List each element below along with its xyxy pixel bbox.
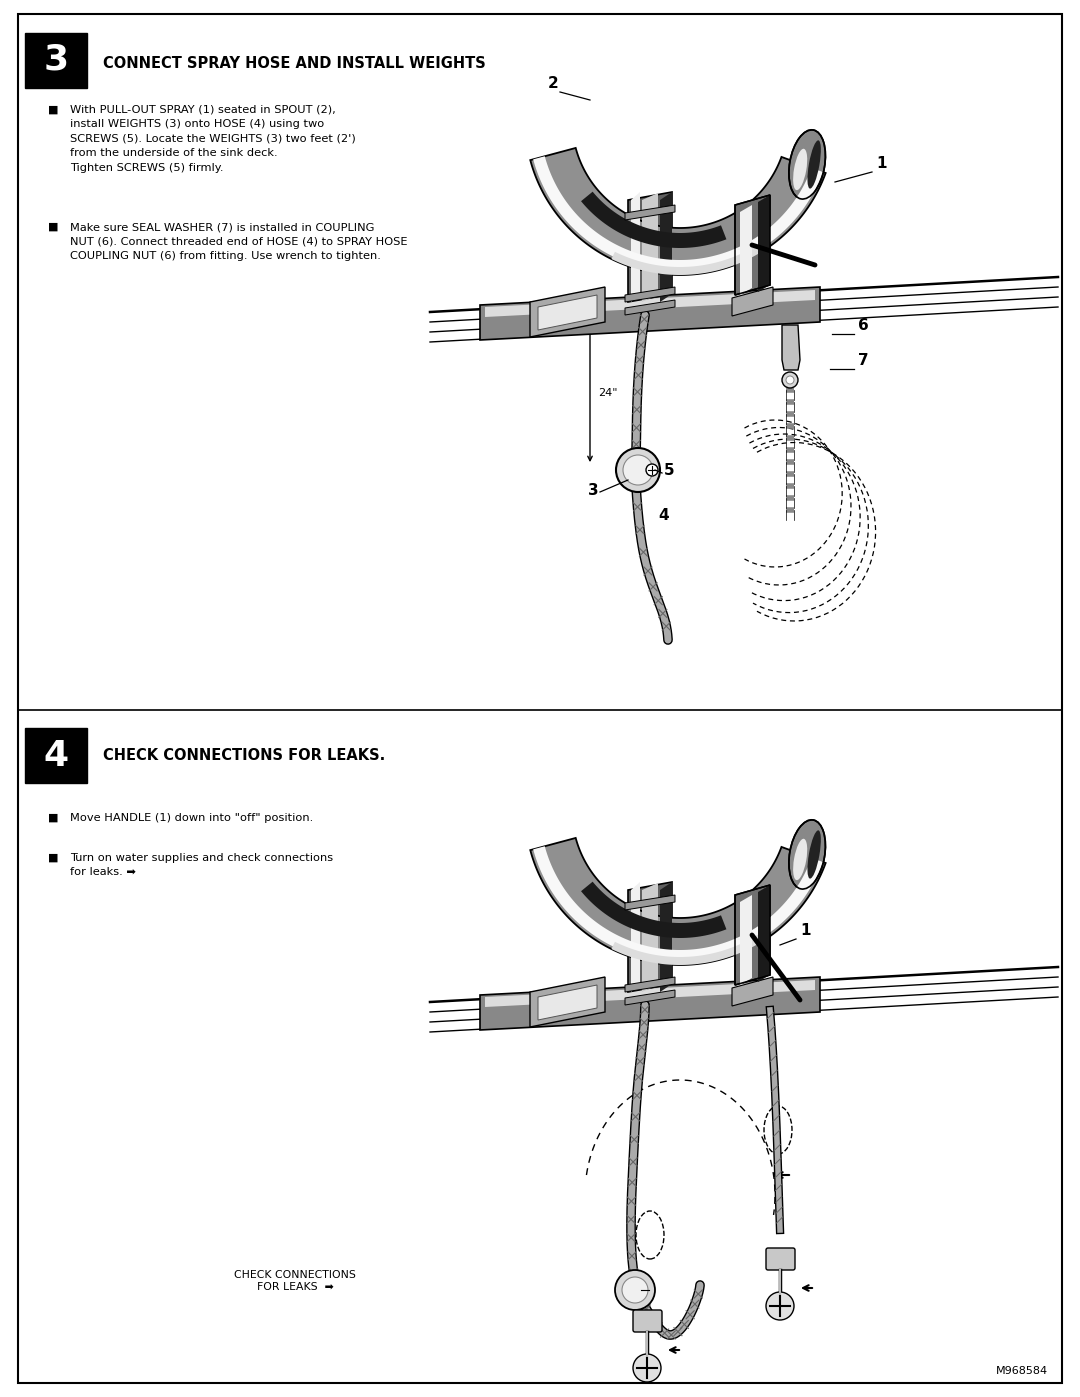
Polygon shape (530, 977, 605, 1027)
Polygon shape (631, 191, 640, 302)
Text: ■: ■ (48, 105, 58, 115)
Polygon shape (732, 286, 773, 316)
Polygon shape (660, 882, 672, 992)
Polygon shape (758, 886, 770, 982)
Polygon shape (625, 895, 675, 909)
Circle shape (622, 1277, 648, 1303)
Text: 5: 5 (664, 462, 675, 478)
Polygon shape (625, 286, 675, 302)
Text: 6: 6 (858, 319, 868, 332)
Polygon shape (538, 295, 597, 330)
Polygon shape (627, 882, 672, 992)
Polygon shape (732, 977, 773, 1006)
FancyBboxPatch shape (766, 1248, 795, 1270)
Text: 3: 3 (588, 483, 598, 497)
Polygon shape (581, 191, 727, 249)
Polygon shape (530, 286, 605, 337)
Polygon shape (660, 191, 672, 302)
Polygon shape (625, 205, 675, 219)
Circle shape (623, 455, 653, 485)
Polygon shape (480, 977, 820, 1030)
Polygon shape (530, 148, 825, 275)
Polygon shape (480, 286, 820, 339)
Text: 2: 2 (548, 75, 558, 91)
Text: CHECK CONNECTIONS
FOR LEAKS  ➡: CHECK CONNECTIONS FOR LEAKS ➡ (234, 1270, 356, 1292)
Polygon shape (740, 895, 752, 985)
Polygon shape (485, 981, 815, 1007)
Ellipse shape (788, 130, 825, 198)
Ellipse shape (793, 148, 807, 190)
Circle shape (646, 464, 658, 476)
Polygon shape (758, 196, 770, 292)
Polygon shape (485, 291, 815, 317)
Text: 1: 1 (876, 156, 887, 170)
Text: 1: 1 (800, 923, 810, 937)
Circle shape (633, 1354, 661, 1382)
Text: CHECK CONNECTIONS FOR LEAKS.: CHECK CONNECTIONS FOR LEAKS. (103, 749, 386, 764)
Text: Move HANDLE (1) down into "off" position.: Move HANDLE (1) down into "off" position… (70, 813, 313, 823)
Text: 4: 4 (658, 509, 669, 522)
Polygon shape (625, 977, 675, 992)
Text: ■: ■ (48, 813, 58, 823)
Polygon shape (625, 300, 675, 314)
Text: 3: 3 (43, 43, 68, 77)
Bar (25, 34, 87, 88)
Circle shape (615, 1270, 654, 1310)
Polygon shape (735, 886, 770, 985)
Polygon shape (631, 882, 640, 992)
Ellipse shape (808, 140, 821, 189)
Ellipse shape (788, 820, 825, 888)
Circle shape (766, 1292, 794, 1320)
Polygon shape (642, 883, 658, 992)
Text: M968584: M968584 (996, 1366, 1048, 1376)
Polygon shape (740, 205, 752, 295)
Text: With PULL-OUT SPRAY (1) seated in SPOUT (2),
install WEIGHTS (3) onto HOSE (4) u: With PULL-OUT SPRAY (1) seated in SPOUT … (70, 105, 355, 173)
Text: ■: ■ (48, 222, 58, 232)
Polygon shape (642, 193, 658, 302)
Polygon shape (581, 882, 727, 937)
Bar (25, 728, 87, 782)
Polygon shape (611, 243, 766, 275)
Circle shape (782, 372, 798, 388)
Polygon shape (611, 933, 766, 965)
Text: CONNECT SPRAY HOSE AND INSTALL WEIGHTS: CONNECT SPRAY HOSE AND INSTALL WEIGHTS (103, 56, 486, 70)
Ellipse shape (793, 838, 807, 880)
Polygon shape (735, 196, 770, 295)
Text: 24": 24" (598, 387, 618, 398)
Circle shape (616, 448, 660, 492)
Polygon shape (530, 838, 825, 965)
Polygon shape (782, 326, 800, 370)
Circle shape (786, 376, 794, 384)
Polygon shape (534, 156, 823, 272)
Ellipse shape (808, 830, 821, 879)
Text: 7: 7 (858, 353, 868, 367)
Text: Turn on water supplies and check connections
for leaks. ➡: Turn on water supplies and check connect… (70, 854, 333, 877)
FancyBboxPatch shape (633, 1310, 662, 1331)
Text: Make sure SEAL WASHER (7) is installed in COUPLING
NUT (6). Connect threaded end: Make sure SEAL WASHER (7) is installed i… (70, 222, 407, 261)
Polygon shape (534, 847, 823, 963)
Polygon shape (627, 191, 672, 302)
Text: 4: 4 (43, 739, 68, 773)
Polygon shape (625, 990, 675, 1004)
Polygon shape (538, 985, 597, 1020)
Text: ■: ■ (48, 854, 58, 863)
